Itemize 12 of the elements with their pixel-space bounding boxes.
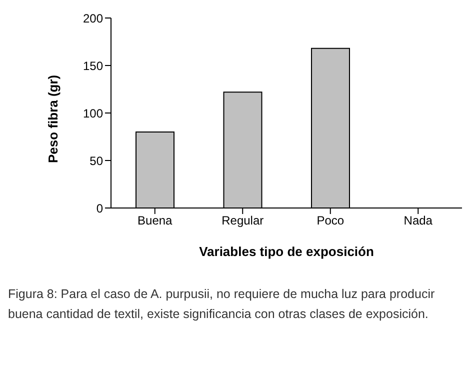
x-tick-label: Buena (138, 214, 173, 228)
x-tick-label: Nada (404, 214, 433, 228)
y-axis-title: Peso fibra (gr) (46, 74, 61, 163)
y-tick-label: 100 (82, 106, 104, 120)
y-tick-label: 0 (96, 201, 104, 216)
y-tick-label: 200 (82, 11, 104, 26)
x-tick-label: Regular (222, 214, 264, 228)
y-tick-label: 50 (90, 154, 104, 168)
x-tick-label: Poco (316, 214, 344, 228)
x-axis-title: Variables tipo de exposición (199, 244, 374, 259)
text: Figura 8: Para el caso de A. purpusii, no requiere de mucha luz para producir buena cantidad de textil, existe significancia con otras clases de exposición. (8, 286, 436, 323)
y-tick-label: 150 (82, 58, 104, 73)
